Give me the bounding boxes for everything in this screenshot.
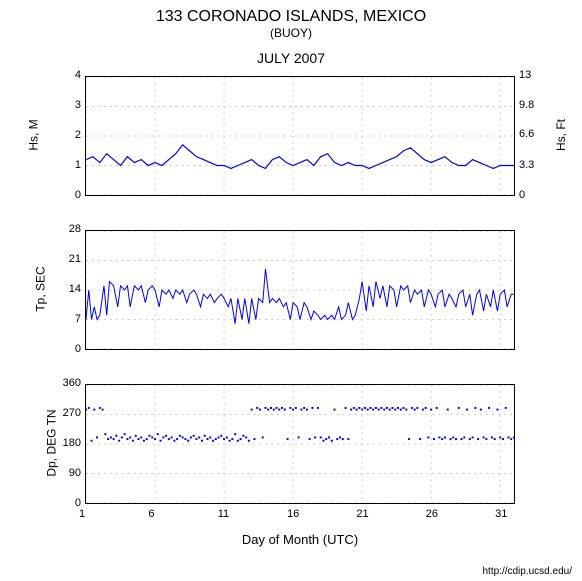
- ytick-right-label: 13: [519, 69, 531, 81]
- ytick-label: 360: [63, 377, 81, 389]
- ytick-right-label: 6.6: [519, 128, 534, 140]
- ytick-label: 2: [75, 129, 81, 141]
- ytick-label: 270: [63, 407, 81, 419]
- ytick-label: 7: [75, 313, 81, 325]
- ytick-label: 90: [69, 467, 81, 479]
- subtitle: (BUOY): [0, 26, 582, 40]
- ytick-label: 0: [75, 343, 81, 355]
- xtick-label: 16: [287, 508, 299, 520]
- ytick-label: 21: [69, 253, 81, 265]
- ytick-label: 28: [69, 223, 81, 235]
- xlabel: Day of Month (UTC): [85, 532, 515, 547]
- ylabel-hs: Hs, M: [27, 119, 41, 150]
- xtick-label: 21: [356, 508, 368, 520]
- ytick-label: 180: [63, 437, 81, 449]
- ytick-right-label: 3.3: [519, 159, 534, 171]
- panel-hs: [85, 76, 515, 196]
- xtick-label: 1: [79, 508, 85, 520]
- date-title: JULY 2007: [0, 40, 582, 70]
- panel-dp: [85, 384, 515, 504]
- ytick-right-label: 9.8: [519, 99, 534, 111]
- ytick-label: 14: [69, 283, 81, 295]
- ytick-label: 4: [75, 69, 81, 81]
- ylabel-tp: Tp, SEC: [34, 266, 48, 311]
- ytick-right-label: 0: [519, 189, 525, 201]
- ylabel-right-hs: Hs, Ft: [554, 119, 568, 151]
- xtick-label: 26: [426, 508, 438, 520]
- ylabel-dp: Dp, DEG TN: [45, 409, 59, 476]
- panel-tp: [85, 230, 515, 350]
- xtick-label: 31: [495, 508, 507, 520]
- ytick-label: 0: [75, 189, 81, 201]
- xtick-label: 11: [218, 508, 229, 520]
- ytick-label: 1: [75, 159, 81, 171]
- xtick-label: 6: [148, 508, 154, 520]
- main-title: 133 CORONADO ISLANDS, MEXICO: [0, 0, 582, 26]
- ytick-label: 3: [75, 99, 81, 111]
- chart-container: 133 CORONADO ISLANDS, MEXICO (BUOY) JULY…: [0, 0, 582, 581]
- footer-url: http://cdip.ucsd.edu/: [482, 566, 572, 577]
